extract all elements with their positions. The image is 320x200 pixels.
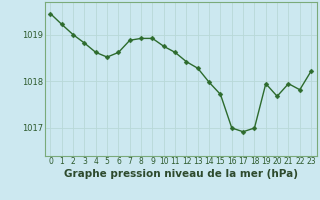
X-axis label: Graphe pression niveau de la mer (hPa): Graphe pression niveau de la mer (hPa) [64,169,298,179]
